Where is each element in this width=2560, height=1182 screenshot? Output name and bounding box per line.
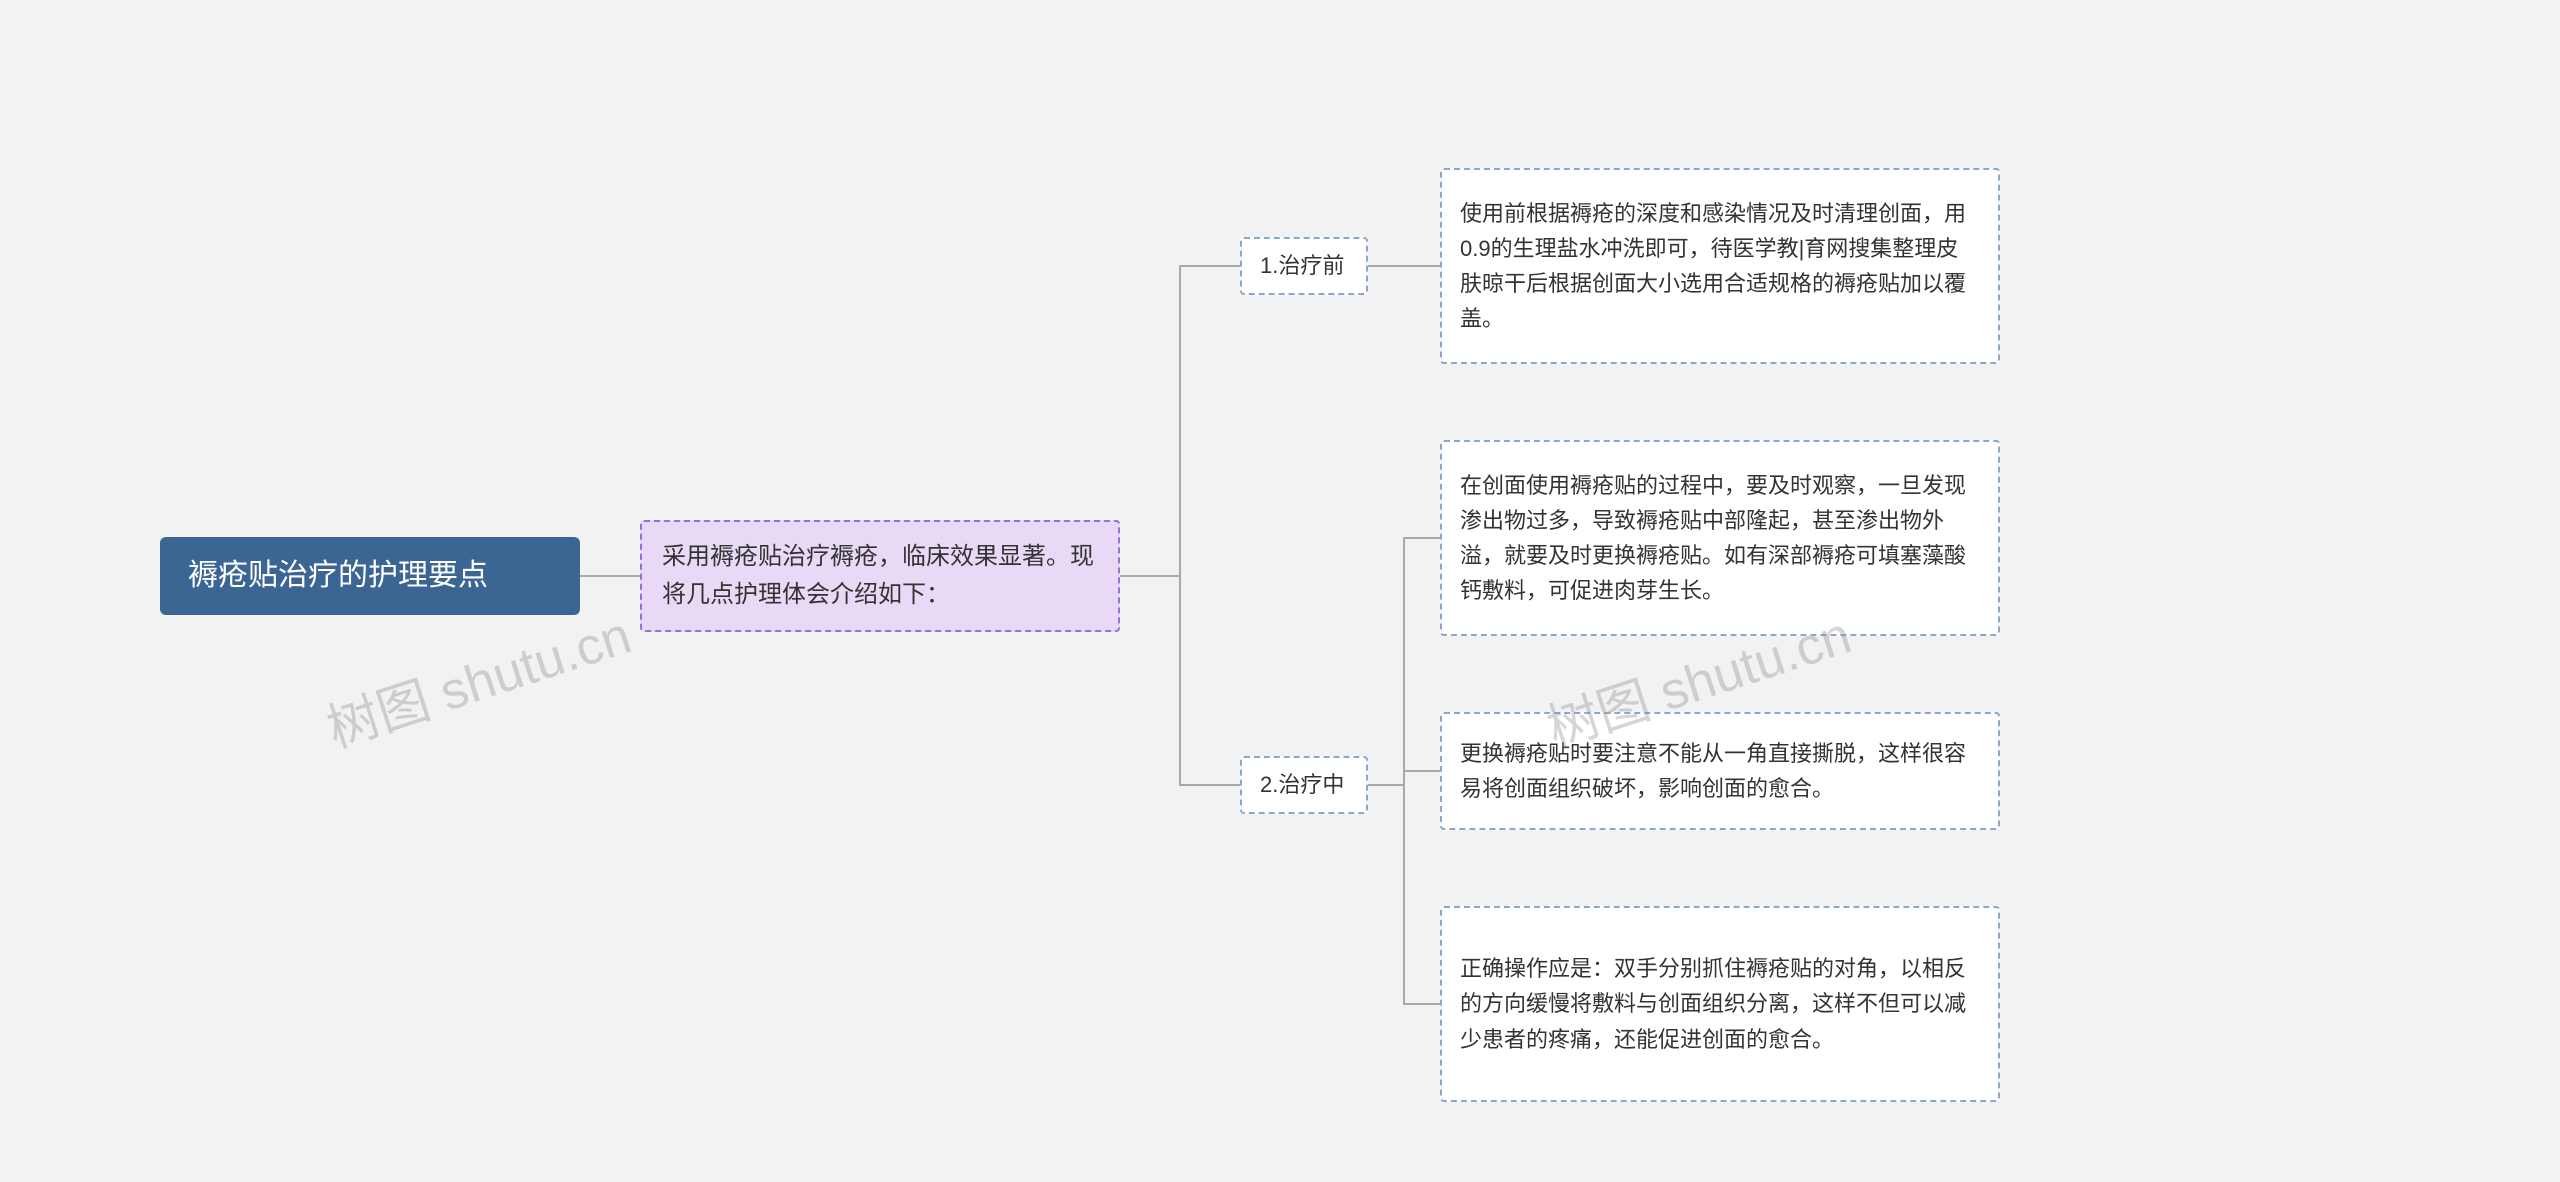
intro-label: 采用褥疮贴治疗褥疮，临床效果显著。现将几点护理体会介绍如下： bbox=[662, 538, 1098, 615]
during-treatment-label: 2.治疗中 bbox=[1260, 767, 1344, 802]
edge-n1-n2b bbox=[1120, 576, 1240, 785]
edge-n2b-n3b bbox=[1368, 538, 1440, 785]
edge-n1-n2a bbox=[1120, 266, 1240, 576]
during-treatment-node[interactable]: 2.治疗中 bbox=[1240, 756, 1368, 814]
pre-treatment-node[interactable]: 1.治疗前 bbox=[1240, 237, 1368, 295]
root-node[interactable]: 褥疮贴治疗的护理要点 bbox=[160, 537, 580, 615]
leaf-1-label: 使用前根据褥疮的深度和感染情况及时清理创面，用0.9的生理盐水冲洗即可，待医学教… bbox=[1460, 196, 1980, 337]
leaf-1[interactable]: 使用前根据褥疮的深度和感染情况及时清理创面，用0.9的生理盐水冲洗即可，待医学教… bbox=[1440, 168, 2000, 364]
leaf-2-label: 在创面使用褥疮贴的过程中，要及时观察，一旦发现渗出物过多，导致褥疮贴中部隆起，甚… bbox=[1460, 468, 1980, 609]
leaf-4[interactable]: 正确操作应是：双手分别抓住褥疮贴的对角，以相反的方向缓慢将敷料与创面组织分离，这… bbox=[1440, 906, 2000, 1102]
watermark-1: 树图 shutu.cn bbox=[316, 593, 639, 762]
leaf-2[interactable]: 在创面使用褥疮贴的过程中，要及时观察，一旦发现渗出物过多，导致褥疮贴中部隆起，甚… bbox=[1440, 440, 2000, 636]
edge-n2b-n3c bbox=[1368, 771, 1440, 785]
edge-n2b-n3d bbox=[1368, 785, 1440, 1004]
leaf-3-label: 更换褥疮贴时要注意不能从一角直接撕脱，这样很容易将创面组织破坏，影响创面的愈合。 bbox=[1460, 736, 1980, 806]
leaf-4-label: 正确操作应是：双手分别抓住褥疮贴的对角，以相反的方向缓慢将敷料与创面组织分离，这… bbox=[1460, 951, 1980, 1057]
root-label: 褥疮贴治疗的护理要点 bbox=[188, 552, 488, 600]
intro-node[interactable]: 采用褥疮贴治疗褥疮，临床效果显著。现将几点护理体会介绍如下： bbox=[640, 520, 1120, 632]
leaf-3[interactable]: 更换褥疮贴时要注意不能从一角直接撕脱，这样很容易将创面组织破坏，影响创面的愈合。 bbox=[1440, 712, 2000, 830]
pre-treatment-label: 1.治疗前 bbox=[1260, 248, 1344, 283]
